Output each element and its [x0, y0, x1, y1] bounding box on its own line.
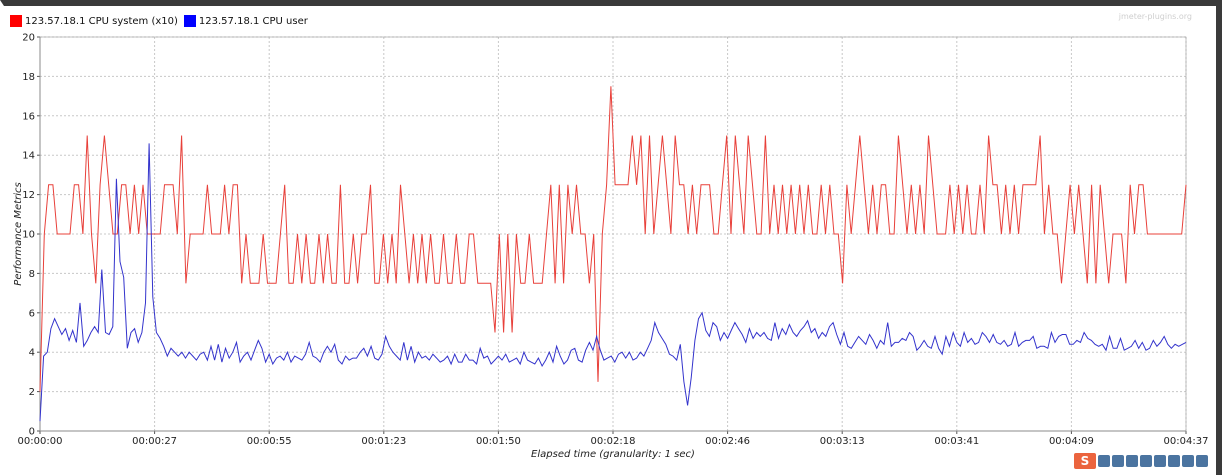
x-tick-label: 00:02:46 [705, 436, 750, 447]
series-line-cpu-user [39, 143, 1187, 422]
y-tick-label: 2 [29, 387, 35, 398]
x-tick-label: 00:01:23 [361, 436, 406, 447]
chart-axes [37, 36, 1187, 434]
legend-swatch-cpu-system [10, 15, 22, 27]
legend-label-cpu-system: 123.57.18.1 CPU system (x10) [25, 15, 178, 27]
y-tick-label: 6 [29, 308, 35, 319]
chart-labels: 0 2 4 6 8 10 12 14 16 18 20 00:00:00 00:00:27 00:00:5… [13, 33, 1208, 461]
legend-label-cpu-user: 123.57.18.1 CPU user [198, 15, 308, 27]
y-tick-label: 14 [22, 151, 35, 162]
grid-icon[interactable] [1196, 455, 1208, 467]
y-tick-label: 10 [22, 230, 35, 241]
legend-item-cpu-user: 123.57.18.1 CPU user [183, 15, 308, 27]
y-tick-label: 0 [29, 427, 35, 438]
x-tick-label: 00:04:09 [1049, 436, 1094, 447]
ime-toolbar[interactable]: S [1074, 453, 1208, 469]
chart-series [39, 86, 1187, 422]
y-tick-label: 18 [22, 72, 35, 83]
keyboard-icon[interactable] [1154, 455, 1166, 467]
chart-legend: 123.57.18.1 CPU system (x10) 123.57.18.1… [10, 13, 314, 29]
legend-swatch-cpu-user [183, 15, 196, 27]
watermark-text: jmeter-plugins.org [1118, 12, 1192, 21]
x-tick-label: 00:01:50 [476, 436, 521, 447]
ime-logo-icon[interactable]: S [1074, 453, 1096, 469]
x-tick-label: 00:03:13 [820, 436, 865, 447]
series-line-cpu-system [39, 86, 1187, 392]
y-tick-label: 8 [29, 269, 35, 280]
y-tick-label: 20 [22, 33, 35, 44]
plot-border [39, 36, 1187, 432]
y-tick-label: 12 [22, 190, 35, 201]
chart-grid [39, 36, 1187, 432]
x-tick-label: 00:00:55 [247, 436, 292, 447]
y-tick-label: 16 [22, 111, 35, 122]
person-icon[interactable] [1182, 455, 1194, 467]
x-tick-label: 00:00:00 [18, 436, 63, 447]
x-tick-label: 00:03:41 [934, 436, 979, 447]
language-icon[interactable] [1098, 455, 1110, 467]
x-tick-label: 00:02:18 [591, 436, 636, 447]
comma-icon[interactable] [1126, 455, 1138, 467]
x-tick-label: 00:00:27 [132, 436, 177, 447]
moon-icon[interactable] [1112, 455, 1124, 467]
x-tick-label: 00:04:37 [1164, 436, 1209, 447]
legend-item-cpu-system: 123.57.18.1 CPU system (x10) [10, 15, 178, 27]
x-axis-title: Elapsed time (granularity: 1 sec) [531, 449, 695, 460]
y-tick-label: 4 [29, 348, 35, 359]
mic-icon[interactable] [1140, 455, 1152, 467]
y-axis-title: Performance Metrics [13, 182, 24, 285]
shirt-icon[interactable] [1168, 455, 1180, 467]
